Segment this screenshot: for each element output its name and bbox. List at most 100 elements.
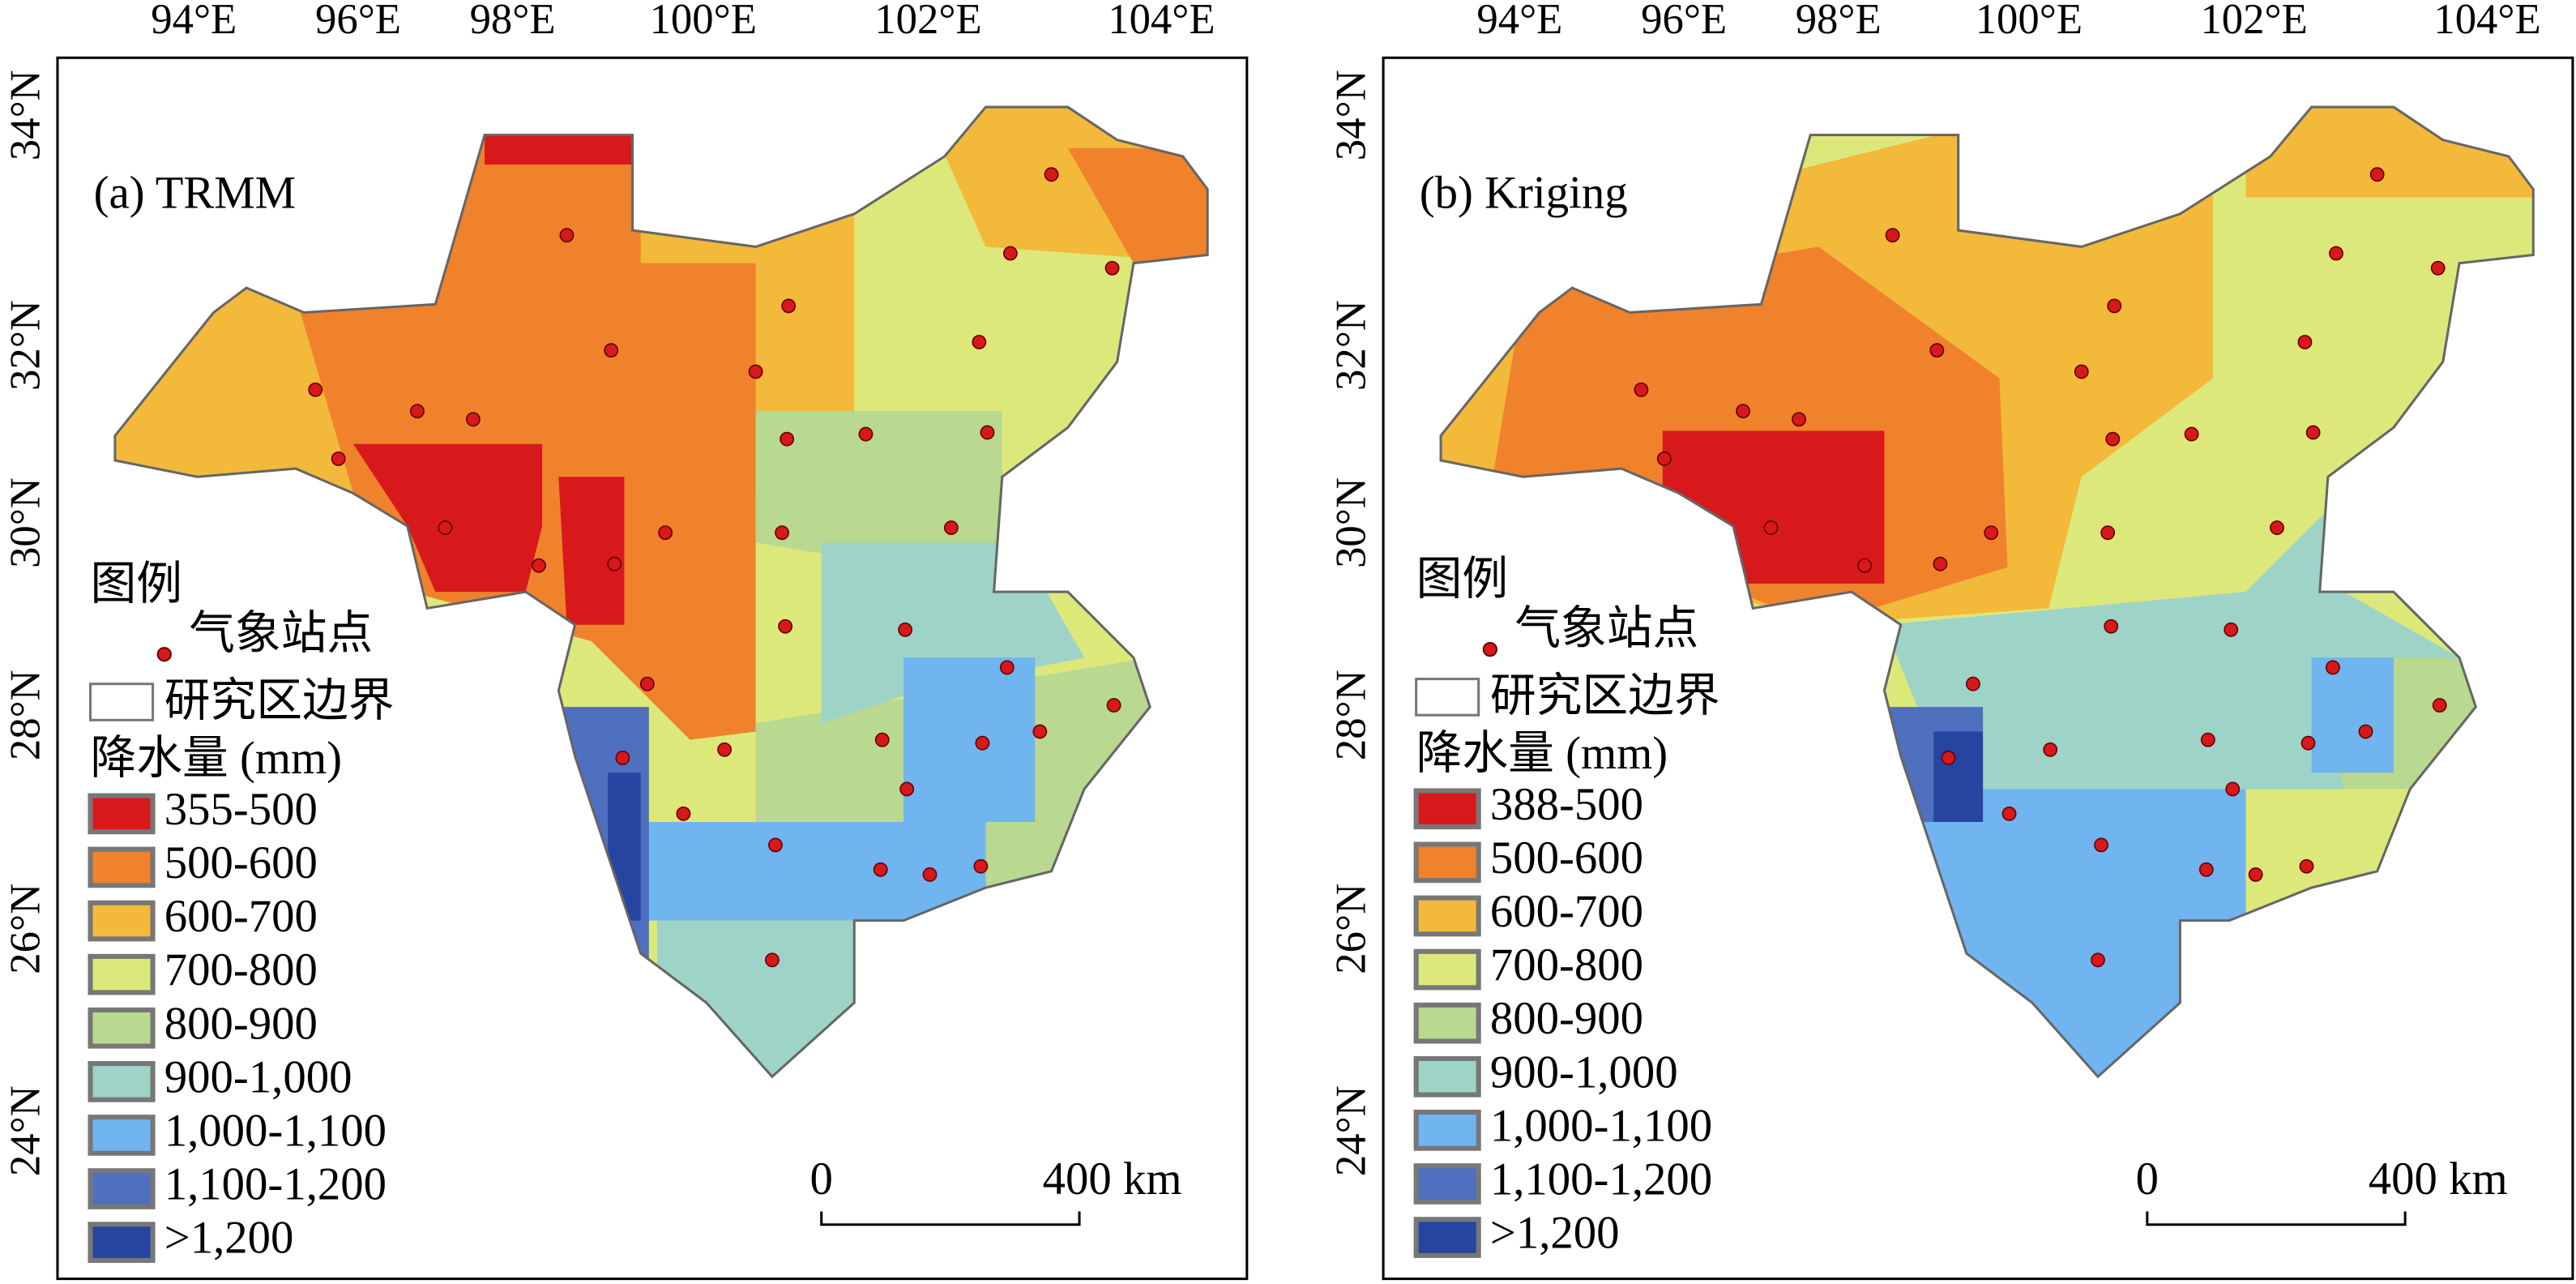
station [2326,660,2340,675]
station [2248,867,2263,882]
station [1002,246,1018,261]
station [898,622,913,637]
legend-swatch [88,1007,156,1049]
lon-label: 102°E [874,0,981,43]
legend-swatch [1413,788,1481,830]
lon-label: 94°E [1476,0,1562,43]
station [2184,426,2199,442]
legend-class-label: >1,200 [1490,1208,1620,1259]
legend-station-label: 气象站点 [1514,603,1698,654]
legend-class-label: >1,200 [164,1213,294,1264]
station [780,431,795,447]
legend-swatch [1413,1163,1481,1205]
study-boundary [113,105,1209,1079]
lat-label: 28°N [1328,670,1375,760]
lon-label: 96°E [1641,0,1727,43]
legend-swatch [1413,948,1481,991]
station [2225,781,2241,797]
station [1736,404,1751,419]
legend-swatch [1413,1217,1481,1258]
legend-class-label: 355-500 [164,784,318,835]
legend-swatch [88,1115,156,1156]
station [2329,246,2343,261]
lon-label: 96°E [315,0,401,43]
station [2100,525,2116,541]
lon-label: 102°E [2200,0,2307,43]
precip-zone [558,477,625,625]
panel-title: (a) TRMM [94,168,297,219]
station [559,228,575,243]
panel-title: (b) Kriging [1420,168,1628,219]
legend-class-label: 1,000-1,100 [164,1105,387,1156]
legend-precip-title: 降水量 (mm) [1416,728,1668,779]
station [410,404,425,419]
station [1634,382,1649,397]
station [1933,556,1948,571]
station [438,520,453,536]
station [2105,431,2121,447]
lat-label: 30°N [1328,477,1375,568]
legend-swatch [1413,1055,1481,1098]
legend-class-label: 700-800 [1490,939,1643,991]
station [2305,425,2321,440]
station [2198,862,2214,877]
station [308,382,323,397]
lat-label: 30°N [2,477,49,568]
lon-label: 100°E [1976,0,2083,43]
station [1792,412,1806,427]
legend-class-label: 900-1,000 [164,1051,352,1102]
lat-label: 32°N [1328,300,1375,391]
legend-swatch [1413,895,1481,937]
precip-zone [1067,148,1208,263]
precip-zone [624,822,986,921]
legend-class-label: 1,000-1,100 [1490,1100,1712,1151]
station [768,837,783,853]
station [2107,298,2122,314]
map-panel: 94°E 96°E 98°E 100°E 102°E 104°E 34°N 32°N 30°N 2… [1328,0,2574,1281]
station [2299,858,2314,874]
legend-station [156,647,172,662]
station [2200,732,2215,747]
legend-swatch [88,846,156,888]
station [2224,622,2239,637]
legend-boundary [1415,678,1480,717]
station [873,862,888,877]
lat-label: 28°N [2,670,49,760]
station [604,343,619,358]
station [331,452,346,466]
lat-label: 26°N [2,884,49,974]
station [1984,525,1999,541]
lon-label: 100°E [650,0,757,43]
legend-title: 图例 [1416,554,1509,605]
station [1032,724,1048,739]
station [999,660,1015,675]
station [874,732,890,747]
precip-zone [485,135,633,165]
station [764,952,780,968]
legend-swatch [1413,1002,1481,1044]
legend-boundary [88,683,155,721]
scale-bar [2146,1211,2407,1226]
scale-end: 400 km [1043,1153,1182,1205]
legend-class-label: 1,100-1,200 [1490,1153,1712,1205]
station [465,412,481,427]
legend-class-label: 500-600 [1490,832,1643,884]
precip-zone [1933,731,1984,823]
station [658,525,673,541]
legend-station-label: 气象站点 [189,608,373,659]
station [1044,167,1059,182]
legend-station [1482,642,1497,657]
station [607,556,622,571]
station [2001,806,2017,821]
station [532,558,546,573]
study-boundary [1439,105,2535,1079]
station [1104,260,1120,276]
station [2043,742,2058,757]
station [615,751,630,765]
station [2300,735,2316,751]
station [778,618,793,634]
legend-swatch [1413,841,1481,884]
lat-label: 24°N [1328,1085,1375,1176]
station [2297,335,2313,349]
